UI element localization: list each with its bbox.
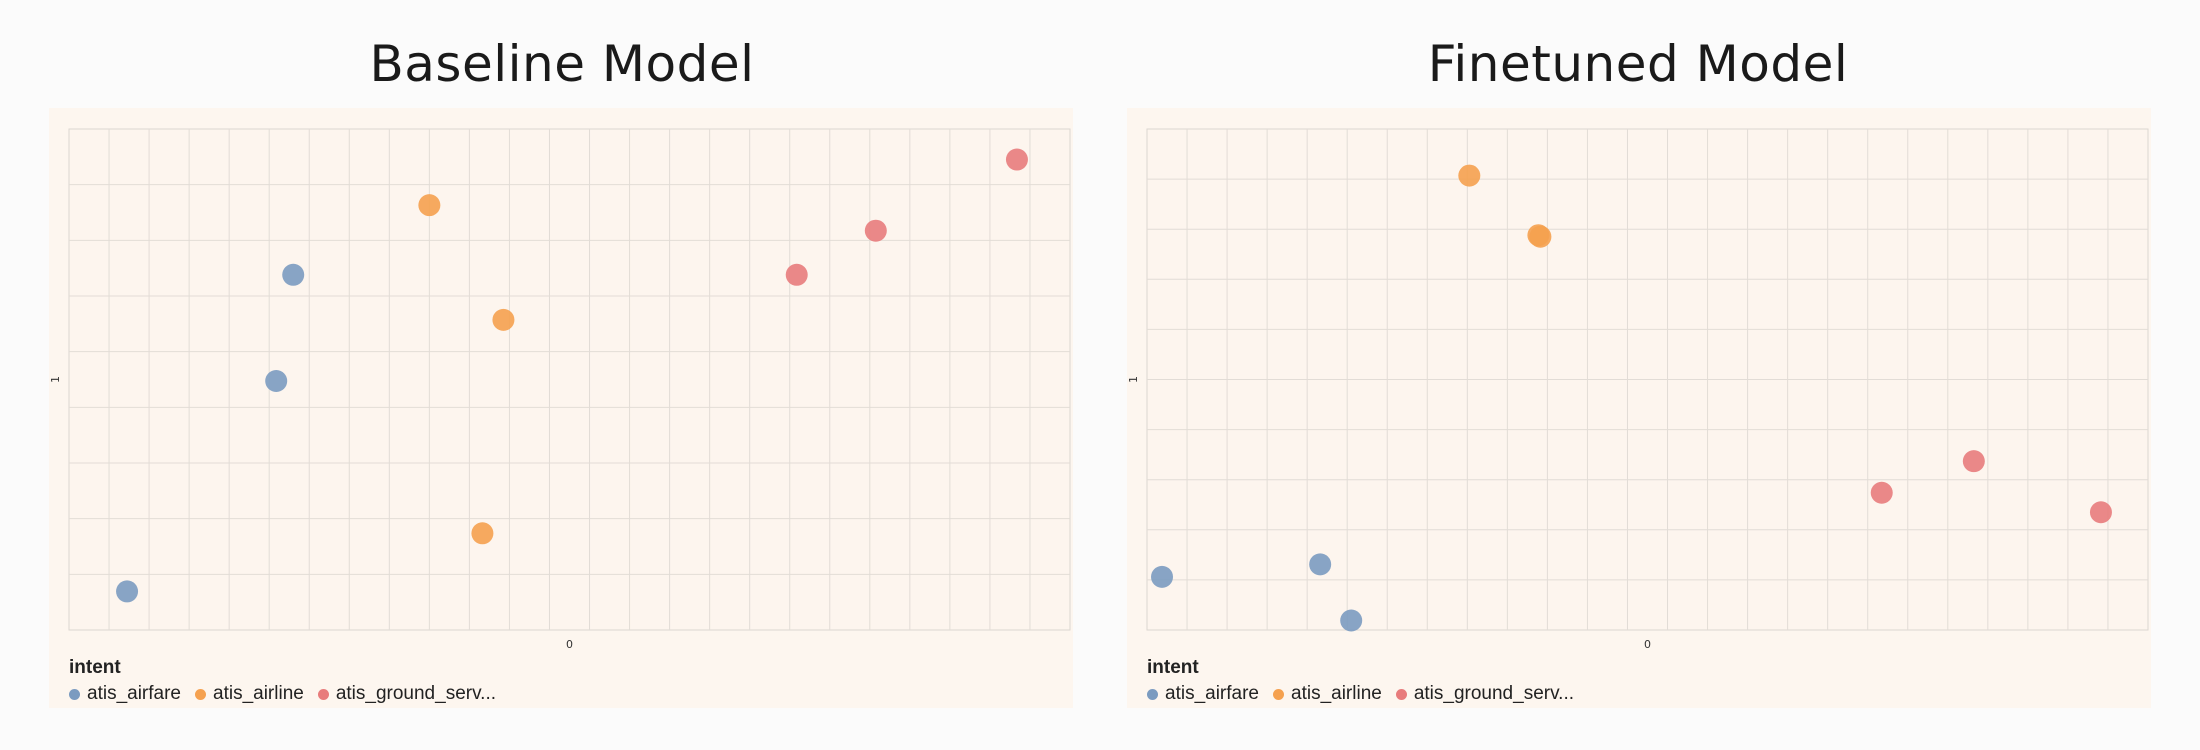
scatter-point-atis-ground-service[interactable] — [1870, 481, 1893, 504]
legend-item-airfare[interactable]: atis_airfare — [1147, 683, 1259, 705]
scatter-point-atis-airfare[interactable] — [1151, 565, 1174, 588]
y-tick-label: 1 — [1127, 376, 1140, 383]
legend-item-airfare[interactable]: atis_airfare — [69, 683, 181, 705]
scatter-point-atis-ground-service[interactable] — [1005, 148, 1028, 171]
scatter-point-atis-ground-service[interactable] — [864, 219, 887, 242]
scatter-point-atis-airline[interactable] — [492, 308, 515, 331]
legend-label-airfare: atis_airfare — [1165, 683, 1259, 704]
scatter-plot-baseline: 01 — [49, 128, 1071, 651]
legend-label-airline: atis_airline — [213, 683, 304, 704]
legend-swatch-airfare — [69, 688, 80, 700]
scatter-point-atis-airfare[interactable] — [1309, 553, 1332, 576]
legend-item-ground-service[interactable]: atis_ground_serv... — [317, 683, 497, 705]
scatter-point-atis-ground-service[interactable] — [1962, 450, 1985, 473]
y-tick-label: 1 — [49, 376, 62, 383]
legend-item-ground-service[interactable]: atis_ground_serv... — [1395, 683, 1575, 705]
scatter-point-atis-ground-service[interactable] — [785, 263, 808, 286]
plot-area — [68, 128, 1071, 631]
legend-title: intent — [1147, 657, 1199, 678]
scatter-point-atis-airline[interactable] — [1458, 164, 1481, 187]
legend-item-airline[interactable]: atis_airline — [195, 683, 304, 705]
legend-title: intent — [69, 657, 121, 678]
legend: intent atis_airfare atis_airline atis_gr… — [69, 656, 510, 706]
scatter-point-atis-airfare[interactable] — [282, 263, 305, 286]
chart-title-finetuned: Finetuned Model — [1427, 35, 1849, 93]
plot-area — [1146, 128, 2149, 631]
legend-swatch-airline — [195, 688, 206, 700]
scatter-point-atis-airline[interactable] — [418, 194, 441, 217]
chart-title-baseline: Baseline Model — [369, 35, 755, 93]
legend-swatch-ground-service — [1395, 688, 1407, 700]
scatter-point-atis-airline[interactable] — [471, 522, 494, 545]
scatter-point-atis-airline[interactable] — [1529, 225, 1552, 248]
legend-label-ground-service: atis_ground_serv... — [335, 683, 497, 704]
scatter-point-atis-airfare[interactable] — [265, 370, 288, 393]
legend-label-airline: atis_airline — [1291, 683, 1382, 704]
legend-swatch-airline — [1273, 688, 1284, 700]
x-tick-label: 0 — [566, 638, 573, 651]
legend-swatch-airfare — [1147, 688, 1158, 700]
legend-item-airline[interactable]: atis_airline — [1273, 683, 1382, 705]
legend-label-airfare: atis_airfare — [87, 683, 181, 704]
legend-swatch-ground-service — [317, 688, 329, 700]
scatter-point-atis-airfare[interactable] — [1340, 609, 1363, 632]
legend: intent atis_airfare atis_airline atis_gr… — [1147, 656, 1588, 706]
scatter-plot-finetuned: 01 — [1127, 128, 2149, 651]
legend-label-ground-service: atis_ground_serv... — [1413, 683, 1575, 704]
x-tick-label: 0 — [1644, 638, 1651, 651]
scatter-point-atis-airfare[interactable] — [116, 580, 139, 603]
plot-frame — [68, 128, 1071, 631]
scatter-point-atis-ground-service[interactable] — [2089, 501, 2112, 524]
